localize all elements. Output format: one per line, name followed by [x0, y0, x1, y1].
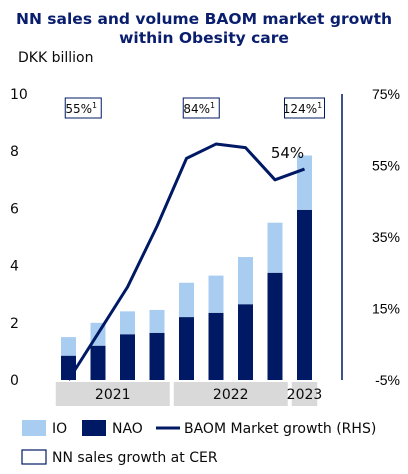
annotation-label: 124%1 [283, 101, 322, 116]
y-right-tick-label: 15% [372, 301, 400, 317]
y-axis-left-ticks: 0 2 4 6 8 10 [10, 87, 28, 389]
baom-market-growth-line [67, 142, 306, 381]
year-band-segment [173, 382, 288, 406]
bar-io [61, 337, 76, 356]
bar-nao [179, 317, 194, 380]
y-axis-right-ticks: -5% 15% 35% 55% 75% [372, 86, 400, 388]
bar-io [267, 222, 283, 273]
y-tick-label: 6 [10, 201, 19, 217]
legend-io-label: IO [52, 421, 67, 437]
year-label: 2023 [287, 387, 323, 403]
bar-nao [149, 332, 165, 380]
legend-nao-swatch [82, 420, 106, 436]
legend-io-swatch [22, 420, 46, 436]
annotation-box [284, 97, 325, 119]
legend-nn-growth-swatch [21, 449, 47, 465]
growth-annotations: 55%1 84%1 124%1 [64, 97, 325, 119]
bar-nao [61, 355, 76, 380]
year-label: 2021 [95, 387, 131, 403]
bar-io [238, 257, 253, 305]
y-tick-label: 8 [10, 144, 19, 160]
bar-io [120, 311, 135, 335]
annotation-label: 55%1 [65, 101, 97, 116]
y-tick-label: 4 [10, 259, 19, 275]
legend-nn-growth-label: NN sales growth at CER [52, 450, 218, 466]
bar-nao [267, 272, 283, 380]
year-label: 2022 [213, 387, 249, 403]
bar-nao [90, 345, 106, 380]
y-axis-unit-label: DKK billion [18, 50, 93, 66]
bar-nao [120, 334, 135, 380]
y-right-tick-label: 55% [372, 158, 400, 174]
bar-io [208, 275, 224, 313]
year-band: 2021 2022 2023 [55, 382, 323, 406]
chart-title-line-1: NN sales and volume BAOM market growth [16, 10, 392, 28]
bar-io [179, 282, 194, 318]
annotation-box [64, 97, 102, 119]
bar-io [297, 155, 312, 210]
bar-io [149, 309, 165, 333]
y-tick-label: 0 [10, 373, 19, 389]
bars [61, 155, 312, 380]
year-band-segment [291, 382, 318, 406]
y-tick-label: 10 [10, 87, 28, 103]
y-right-tick-label: 35% [372, 229, 400, 245]
annotation-label: 84%1 [183, 101, 215, 116]
year-band-segment [55, 382, 170, 406]
line-end-label: 54% [271, 144, 304, 162]
bar-nao [297, 209, 312, 380]
legend: IO NAO BAOM Market growth (RHS) NN sales… [21, 420, 376, 466]
bar-nao [238, 304, 253, 380]
y-right-tick-label: -5% [375, 372, 400, 388]
bar-nao [208, 312, 224, 380]
annotation-box [182, 97, 220, 119]
y-tick-label: 2 [10, 316, 19, 332]
legend-nao-label: NAO [112, 421, 143, 437]
y-right-tick-label: 75% [372, 86, 400, 102]
legend-baom-label: BAOM Market growth (RHS) [184, 421, 376, 437]
chart-title-line-2: within Obesity care [119, 29, 289, 47]
